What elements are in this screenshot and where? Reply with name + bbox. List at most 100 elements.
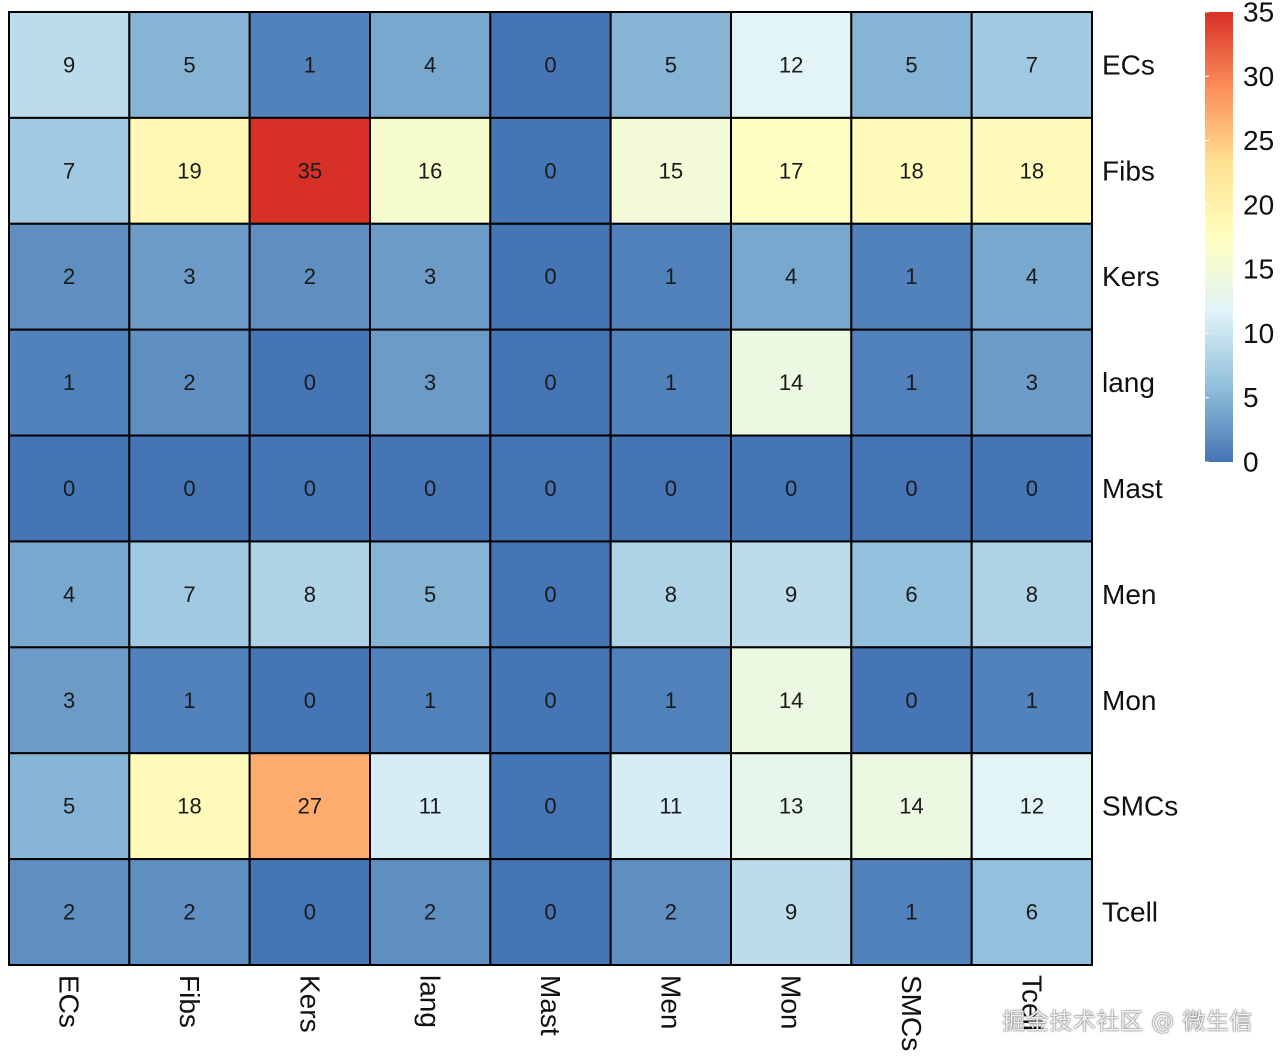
cell-value-label: 1 — [424, 688, 436, 713]
column-label-mon: Mon — [776, 975, 807, 1029]
cell-value-label: 2 — [304, 264, 316, 289]
cell-value-label: 1 — [63, 370, 75, 395]
column-label-mast: Mast — [535, 975, 566, 1036]
heatmap-cell-Men-Mast — [489, 540, 612, 649]
cell-value-label: 2 — [183, 370, 195, 395]
legend-color-bar — [1205, 12, 1233, 462]
legend-tick-label: 30 — [1243, 61, 1274, 92]
heatmap-cell-ECs-SMCs — [850, 11, 973, 119]
heatmap-cell-Tcell-Fibs — [128, 858, 251, 966]
heatmap-cell-SMCs-lang — [369, 752, 492, 861]
cell-value-label: 0 — [304, 688, 316, 713]
heatmap-cell-lang-Tcell — [970, 328, 1094, 437]
heatmap-cell-Kers-Fibs — [128, 222, 251, 331]
cell-value-label: 2 — [665, 900, 677, 925]
heatmap-cell-Mon-Mast — [489, 646, 612, 755]
heatmap-cell-Tcell-Tcell — [970, 858, 1094, 966]
cell-value-label: 0 — [785, 476, 797, 501]
heatmap-cell-Tcell-Mon — [730, 858, 853, 966]
heatmap-cell-Tcell-Men — [609, 858, 733, 966]
heatmap-cell-Men-ECs — [8, 540, 131, 649]
cell-value-label: 5 — [63, 794, 75, 819]
row-label-lang: lang — [1102, 367, 1155, 398]
column-label-fibs: Fibs — [174, 975, 205, 1028]
cell-value-label: 2 — [424, 900, 436, 925]
legend-tick-label: 25 — [1243, 125, 1274, 156]
row-label-ecs: ECs — [1102, 49, 1155, 80]
cell-value-label: 0 — [544, 370, 556, 395]
cell-value-label: 18 — [177, 794, 201, 819]
cell-value-label: 0 — [544, 688, 556, 713]
heatmap-cell-Mast-lang — [369, 434, 492, 543]
cell-value-label: 19 — [177, 158, 201, 183]
cell-value-label: 0 — [905, 688, 917, 713]
cell-value-label: 1 — [905, 370, 917, 395]
cell-value-label: 9 — [785, 900, 797, 925]
heatmap-cell-Fibs-SMCs — [850, 116, 973, 225]
heatmap-cell-Kers-Mon — [730, 222, 853, 331]
cell-value-label: 3 — [424, 370, 436, 395]
cell-value-label: 11 — [419, 794, 442, 819]
cell-value-label: 12 — [1020, 794, 1044, 819]
heatmap-cell-Fibs-Mon — [730, 116, 853, 225]
column-label-ecs: ECs — [54, 975, 85, 1028]
row-label-men: Men — [1102, 579, 1156, 610]
cell-value-label: 0 — [304, 370, 316, 395]
heatmap-cell-lang-lang — [369, 328, 492, 437]
cell-value-label: 12 — [779, 52, 803, 77]
cell-value-label: 0 — [1026, 476, 1038, 501]
cell-value-label: 0 — [665, 476, 677, 501]
cell-value-label: 4 — [1026, 264, 1038, 289]
heatmap-cell-Kers-lang — [369, 222, 492, 331]
heatmap-cell-SMCs-Men — [609, 752, 733, 861]
cell-value-label: 18 — [899, 158, 923, 183]
heatmap-cell-Mon-ECs — [8, 646, 131, 755]
cell-value-label: 1 — [665, 264, 677, 289]
cell-value-label: 15 — [659, 158, 683, 183]
heatmap-cell-Fibs-ECs — [8, 116, 131, 225]
cell-value-label: 0 — [544, 158, 556, 183]
heatmap-cell-Mast-Kers — [248, 434, 372, 543]
cell-value-label: 6 — [1026, 900, 1038, 925]
heatmap-cell-ECs-Fibs — [128, 11, 251, 119]
cell-value-label: 0 — [304, 476, 316, 501]
cell-value-label: 4 — [785, 264, 797, 289]
cell-value-label: 1 — [304, 52, 316, 77]
heatmap-cell-ECs-Kers — [248, 11, 372, 119]
cell-value-label: 7 — [63, 158, 75, 183]
cell-value-label: 9 — [785, 582, 797, 607]
row-label-mon: Mon — [1102, 685, 1156, 716]
cell-value-label: 13 — [779, 794, 803, 819]
column-label-kers: Kers — [294, 975, 325, 1033]
legend-tick-label: 35 — [1243, 0, 1274, 28]
cell-value-label: 1 — [665, 370, 677, 395]
cell-value-label: 0 — [544, 476, 556, 501]
cell-value-label: 7 — [183, 582, 195, 607]
cell-value-label: 0 — [304, 900, 316, 925]
heatmap-cell-Fibs-Kers — [248, 116, 372, 225]
cell-value-label: 0 — [544, 52, 556, 77]
heatmap-cell-Tcell-ECs — [8, 858, 131, 966]
heatmap-cell-Men-Tcell — [970, 540, 1094, 649]
heatmap-cell-Mon-Mon — [730, 646, 853, 755]
row-label-kers: Kers — [1102, 261, 1160, 292]
cell-value-label: 8 — [665, 582, 677, 607]
heatmap-cell-Fibs-Mast — [489, 116, 612, 225]
heatmap-cell-Men-Fibs — [128, 540, 251, 649]
column-labels: ECs Fibs Kers lang Mast Men Mon SMCs Tcell — [54, 975, 1048, 1051]
row-label-smcs: SMCs — [1102, 791, 1178, 822]
cell-value-label: 5 — [905, 52, 917, 77]
cell-value-label: 14 — [779, 688, 803, 713]
cell-value-label: 18 — [1020, 158, 1044, 183]
heatmap-cell-ECs-ECs — [8, 11, 131, 119]
cell-value-label: 0 — [424, 476, 436, 501]
column-label-tcell: Tcell — [1016, 975, 1047, 1031]
cell-value-label: 27 — [298, 794, 322, 819]
cell-value-label: 3 — [424, 264, 436, 289]
heatmap-cell-ECs-Men — [609, 11, 733, 119]
heatmap-cell-Kers-Kers — [248, 222, 372, 331]
heatmap-cell-SMCs-Kers — [248, 752, 372, 861]
heatmap-cell-Mast-Tcell — [970, 434, 1094, 543]
heatmap-cell-Fibs-Tcell — [970, 116, 1094, 225]
